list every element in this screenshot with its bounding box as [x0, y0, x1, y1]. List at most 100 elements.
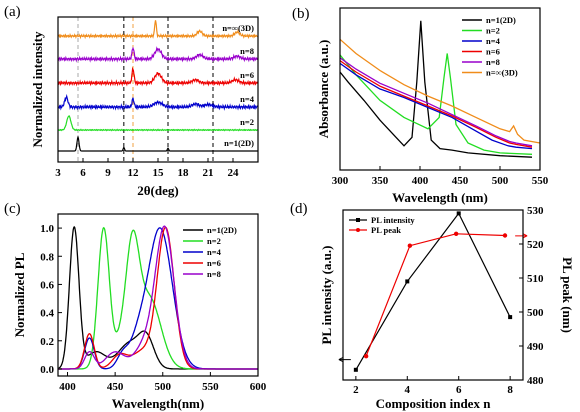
x-tick-label: 500 [492, 175, 509, 187]
y2-axis-title: PL peak (nm) [560, 257, 575, 333]
x-axis-title: Wavelength (nm) [392, 190, 488, 205]
series-label: n=2 [240, 117, 254, 127]
legend-label: n=6 [207, 258, 221, 268]
legend-label: n=8 [486, 57, 500, 67]
legend-label: PL intensity [371, 215, 415, 225]
series-line [339, 20, 533, 158]
plot-frame [339, 7, 541, 171]
y-tick-label: 0.0 [40, 364, 54, 376]
x-tick-label: 550 [532, 175, 549, 187]
x-tick-label: 15 [153, 167, 165, 179]
plot-frame [342, 209, 524, 381]
series-line [339, 53, 533, 155]
panel-letter: (a) [4, 4, 21, 20]
series-line [57, 93, 258, 111]
series-line [355, 212, 511, 371]
data-point [407, 243, 413, 248]
series-line [57, 20, 259, 40]
panel-letter: (d) [290, 201, 308, 217]
series-line [57, 46, 258, 63]
series-line [339, 38, 541, 144]
x-tick-label: 6 [456, 384, 462, 396]
x-tick-label: 8 [507, 384, 513, 396]
legend-marker [356, 218, 360, 222]
legend-label: n=4 [486, 36, 501, 46]
series-line [58, 135, 258, 152]
panel-c: 400 450 500 550 600 0.0 0.2 0.4 0.6 0.8 1.0 Wavelen… [4, 201, 267, 411]
x-tick-label: 9 [105, 167, 111, 179]
series-line [339, 57, 533, 147]
panel-b: 300 350 400 450 500 550 Wavelength (nm) Absorba… [292, 6, 549, 205]
y2-tick-label: 520 [527, 239, 544, 251]
x-tick-label: 300 [332, 175, 349, 187]
x-tick-label: 450 [452, 175, 469, 187]
x-tick-label: 6 [80, 167, 86, 179]
x-tick-label: 18 [178, 167, 190, 179]
x-tick-label: 400 [412, 175, 429, 187]
y-axis-title: Absorbance (a.u.) [316, 40, 331, 139]
data-point [456, 211, 461, 216]
series-label: n=1(2D) [224, 138, 254, 148]
series-line [57, 66, 259, 87]
y2-tick-label: 480 [527, 375, 544, 387]
y-tick-label: 1.0 [40, 223, 54, 235]
x-tick-label: 550 [202, 381, 219, 393]
series-label: n=∞(3D) [222, 23, 254, 33]
data-point [363, 354, 369, 359]
panel-a: n=1(2D) n=2 n=4 n=6 n=8 n=∞(3D) 3 6 9 12 15 18 21 24 2… [4, 4, 259, 198]
x-tick-label: 3 [55, 167, 61, 179]
series-label: n=6 [240, 70, 254, 80]
y-axis-title: PL intensity (a.u.) [319, 246, 334, 345]
data-point [453, 231, 459, 236]
x-tick-label: 21 [203, 167, 214, 179]
y2-tick-label: 500 [527, 307, 544, 319]
panel-letter: (b) [292, 6, 310, 22]
legend-label: n=6 [486, 47, 500, 57]
legend-label: n=1(2D) [486, 15, 516, 25]
y2-tick-label: 490 [527, 341, 544, 353]
x-tick-label: 400 [59, 381, 76, 393]
x-tick-label: 500 [155, 381, 172, 393]
x-tick-label: 350 [372, 175, 389, 187]
panel-letter: (c) [4, 201, 21, 217]
data-point [508, 315, 513, 320]
data-point [353, 367, 358, 372]
legend-label: PL peak [371, 225, 401, 235]
series-line [58, 225, 258, 370]
plot-frame [57, 213, 259, 377]
series-label: n=8 [240, 46, 254, 56]
x-axis-title: Wavelength(nm) [112, 396, 204, 411]
data-point [502, 233, 508, 238]
y-axis-title: Normalized intensity [30, 31, 45, 147]
legend-label: n=4 [207, 247, 222, 257]
series-line [339, 62, 533, 150]
series-line [339, 60, 533, 148]
y-tick-label: 0.4 [40, 308, 54, 320]
y-tick-label: 0.2 [40, 336, 54, 348]
y-tick-label: 0.6 [40, 279, 54, 291]
x-tick-label: 24 [228, 167, 240, 179]
y-tick-label: 0.8 [40, 251, 54, 263]
y2-tick-label: 530 [527, 205, 544, 217]
legend-label: n=2 [207, 236, 221, 246]
x-tick-label: 12 [128, 167, 140, 179]
legend-label: n=2 [486, 26, 500, 36]
data-point [405, 279, 410, 284]
series-label: n=4 [240, 94, 255, 104]
legend-marker [356, 228, 360, 232]
x-axis-title: Composition index n [376, 396, 492, 411]
series-line [365, 233, 506, 357]
panel-d: 2 4 6 8 480 490 500 510 520 530 Composition index … [290, 201, 575, 411]
arrow-right-icon [515, 233, 528, 239]
series-line [57, 115, 258, 132]
x-tick-label: 450 [107, 381, 124, 393]
legend-label: n=∞(3D) [486, 68, 518, 78]
x-tick-label: 600 [250, 381, 267, 393]
legend-label: n=8 [207, 269, 221, 279]
x-tick-label: 2 [353, 384, 359, 396]
y-axis-title: Normalized PL [12, 252, 27, 337]
x-axis-title: 2θ(deg) [137, 183, 178, 198]
arrow-left-icon [338, 357, 351, 363]
